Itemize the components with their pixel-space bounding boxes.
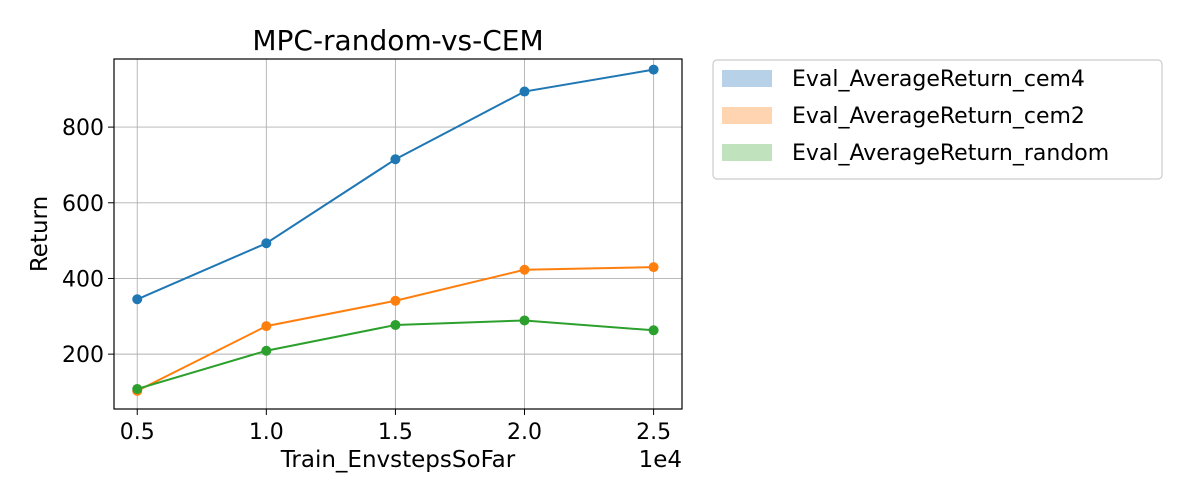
series-layer xyxy=(132,64,659,396)
series-0 xyxy=(132,64,659,305)
data-point xyxy=(390,320,401,330)
data-point xyxy=(261,238,272,249)
data-point xyxy=(519,86,530,97)
x-tick-label: 2.0 xyxy=(507,420,542,445)
data-point xyxy=(519,315,530,326)
legend-label: Eval_AverageReturn_cem4 xyxy=(792,67,1085,92)
legend-frame xyxy=(712,59,1163,180)
grid xyxy=(114,59,682,409)
y-tick-label: 600 xyxy=(62,192,104,217)
legend-items: Eval_AverageReturn_cem4 Eval_AverageRetur… xyxy=(722,67,1109,166)
legend-label: Eval_AverageReturn_cem2 xyxy=(792,104,1085,129)
data-point xyxy=(648,64,659,75)
y-tick-label: 200 xyxy=(62,343,104,368)
x-axis: 0.5 1.0 1.5 2.0 2.5 xyxy=(120,409,671,445)
y-axis-label: Return xyxy=(27,196,53,272)
legend: Eval_AverageReturn_cem4 Eval_AverageRetur… xyxy=(712,59,1163,180)
data-point xyxy=(261,345,272,356)
x-tick-label: 2.5 xyxy=(636,420,671,445)
data-point xyxy=(390,295,401,306)
x-tick-label: 1.0 xyxy=(249,420,284,445)
data-point xyxy=(519,264,530,275)
legend-label: Eval_AverageReturn_random xyxy=(792,141,1109,166)
y-axis: 200 400 600 800 xyxy=(62,116,114,368)
legend-swatch xyxy=(722,107,772,124)
plot-frame xyxy=(113,58,683,410)
x-tick-label: 0.5 xyxy=(120,420,155,445)
data-point xyxy=(261,321,272,332)
data-point xyxy=(132,383,143,394)
legend-swatch xyxy=(722,70,772,87)
data-point xyxy=(132,294,143,305)
x-tick-label: 1.5 xyxy=(378,420,413,445)
series-2 xyxy=(132,315,659,394)
legend-swatch xyxy=(722,144,772,161)
x-axis-label: Train_EnvstepsSoFar xyxy=(280,447,516,473)
x-axis-offset-label: 1e4 xyxy=(639,447,682,473)
data-point xyxy=(390,154,401,165)
data-point xyxy=(648,262,659,273)
data-point xyxy=(648,325,659,336)
y-tick-label: 400 xyxy=(62,267,104,292)
chart-title: MPC-random-vs-CEM xyxy=(252,24,543,57)
y-tick-label: 800 xyxy=(62,116,104,141)
